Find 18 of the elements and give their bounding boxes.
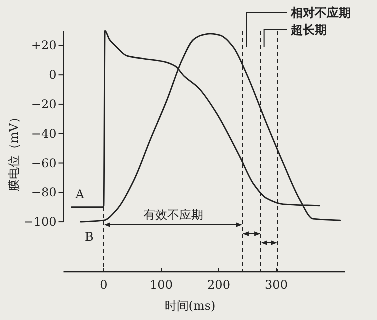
y-axis-title: 膜电位（mV） xyxy=(7,111,21,192)
y-tick-label: −20 xyxy=(31,97,57,112)
x-tick-label: 200 xyxy=(208,278,230,292)
y-tick-label: −100 xyxy=(24,215,57,230)
x-tick-label: 100 xyxy=(150,278,173,292)
series-label: A xyxy=(74,187,85,202)
x-tick-label: 300 xyxy=(265,278,288,292)
text: 相对不应期 xyxy=(290,6,351,20)
x-tick-label: 0 xyxy=(100,278,108,292)
y-tick-label: 0 xyxy=(49,68,57,82)
series-label: B xyxy=(85,230,94,244)
y-tick-label: −40 xyxy=(31,126,57,141)
annotation: 有效不应期 xyxy=(143,208,204,222)
x-axis-title: 时间(ms) xyxy=(164,299,216,313)
y-tick-label: −60 xyxy=(31,156,57,170)
y-tick-label: +20 xyxy=(31,38,57,53)
annotation: 超长期 xyxy=(290,23,327,37)
y-tick-label: −80 xyxy=(31,186,57,200)
